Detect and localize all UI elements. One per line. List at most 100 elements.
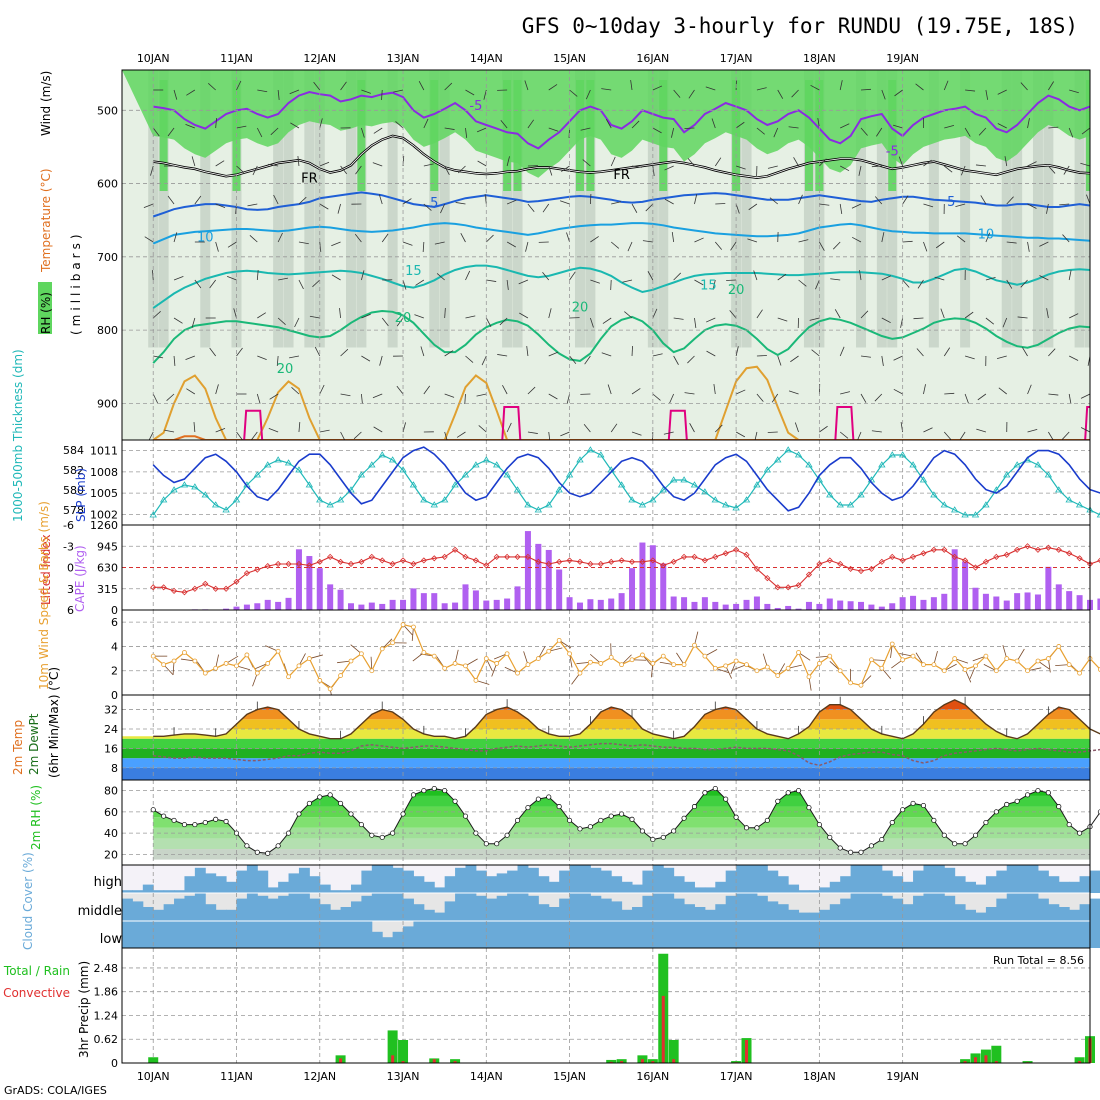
wind10-point <box>973 663 978 669</box>
cape-bar <box>545 549 552 610</box>
rh2m-point <box>348 811 354 817</box>
wind-barb <box>811 349 820 357</box>
wind-barb <box>610 423 618 433</box>
wind-barb <box>569 89 578 97</box>
wind-barb <box>569 271 576 281</box>
cape-bar <box>1076 595 1083 610</box>
wind-barb <box>915 83 924 91</box>
rh-band <box>1032 70 1043 348</box>
rh-band <box>741 70 752 348</box>
wind-barb <box>747 238 758 243</box>
cape-bar <box>431 593 438 610</box>
wind-barb <box>832 241 841 250</box>
y-tick-label: 6 <box>111 616 118 629</box>
thickness-point <box>430 501 438 508</box>
rh2m-point <box>390 830 396 836</box>
cloud-cell <box>226 881 237 893</box>
cloud-cell <box>444 876 456 893</box>
rh2m-point <box>358 822 364 828</box>
wind10-line <box>152 623 1100 690</box>
wind-barb <box>164 429 175 433</box>
cloud-cell <box>694 907 706 921</box>
cloud-cell <box>163 904 175 921</box>
cape-bar <box>649 545 656 610</box>
date-label-bottom: 16JAN <box>636 1070 669 1083</box>
wind-barb <box>624 311 633 319</box>
wind-barb <box>767 165 778 169</box>
rh2m-point <box>1045 790 1051 796</box>
cloud-cell <box>944 921 956 948</box>
precip-total-bar <box>668 1040 679 1063</box>
thickness-point <box>222 506 230 513</box>
wind-barb <box>440 203 446 214</box>
thickness-point <box>638 501 647 508</box>
cloud-cell <box>663 921 675 948</box>
wind-barb <box>944 392 955 395</box>
wind-barb <box>898 156 904 167</box>
cloud-cell <box>350 884 362 893</box>
wind-barb <box>294 317 300 328</box>
cloud-cell <box>350 901 362 921</box>
thickness-point <box>1044 471 1053 478</box>
thickness-point <box>971 511 980 518</box>
cloud-cell <box>652 865 664 893</box>
precip-total-bar <box>1074 1057 1085 1063</box>
wind-barb <box>152 127 160 137</box>
wind-barb <box>144 236 154 243</box>
thickness-point <box>191 483 199 490</box>
rh2m-point <box>983 819 989 826</box>
rh2m-point <box>192 822 198 828</box>
wind-barb <box>705 317 716 323</box>
wind-barb <box>270 127 279 136</box>
wind-barb <box>858 165 862 176</box>
thickness-point <box>649 496 657 503</box>
thickness-point <box>211 501 220 508</box>
rh2m-point <box>577 826 583 832</box>
wind10-point <box>879 665 885 671</box>
cloud-cell <box>122 898 133 921</box>
wind-barb <box>815 279 820 290</box>
wind-barb <box>687 355 695 364</box>
wind-barb <box>1089 318 1090 319</box>
wind-barb <box>712 279 716 290</box>
wind-barb <box>673 272 682 281</box>
cloud-cell <box>798 890 810 893</box>
cloud-cell <box>475 895 487 921</box>
lifted-index-point <box>909 553 917 560</box>
cape-bar <box>1097 598 1100 610</box>
thickness-point <box>784 446 792 453</box>
contour-label: 20 <box>277 362 294 377</box>
millibars-label: (millibars) <box>69 230 83 335</box>
cloud-cell <box>715 904 727 921</box>
wind10-point <box>952 656 958 661</box>
wind-barb <box>506 156 510 167</box>
cloud-cell <box>621 909 633 921</box>
wind10-point <box>577 670 583 676</box>
cloud-cell <box>663 867 675 893</box>
cloud-cell <box>455 867 466 893</box>
lifted-index-point <box>556 558 563 565</box>
lifted-index-point <box>358 558 365 565</box>
wind-barb <box>560 431 570 437</box>
wind10-point <box>931 662 937 668</box>
cape-bar <box>1055 584 1062 610</box>
date-label-top: 17JAN <box>720 52 753 65</box>
rh2m-point <box>473 830 479 836</box>
cloud-cell <box>330 909 342 921</box>
cape-bar <box>670 596 677 610</box>
wind-barb <box>465 355 474 363</box>
lifted-index-point <box>733 546 740 553</box>
wind-barb <box>372 393 383 399</box>
cloud-cell <box>340 890 352 893</box>
cloud-cell <box>736 865 748 893</box>
cloud-cell <box>1037 921 1049 948</box>
wind-barb <box>319 384 325 395</box>
wind10-point <box>234 663 239 669</box>
lifted-index-point <box>243 570 250 577</box>
wind-barb <box>423 163 434 167</box>
thickness-point <box>1055 486 1063 493</box>
lifted-index-point <box>774 584 781 591</box>
y-tick-label: 500 <box>97 104 118 117</box>
cloud-cell <box>236 921 248 948</box>
wind-barb <box>997 89 1007 95</box>
